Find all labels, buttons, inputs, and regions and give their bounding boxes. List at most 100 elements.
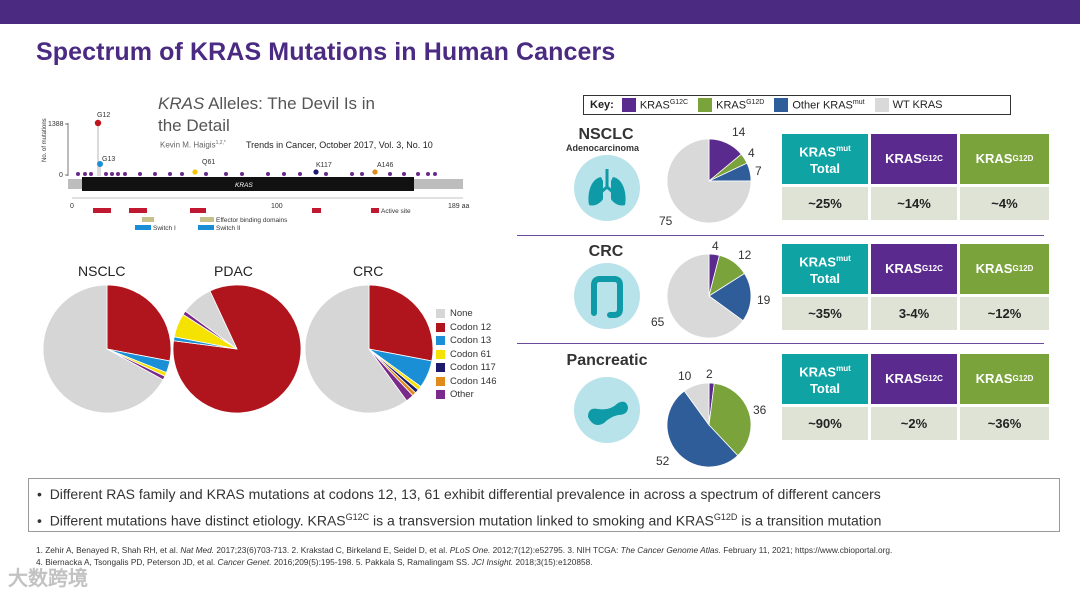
- nsclc-subtitle: Adenocarcinoma: [566, 143, 640, 153]
- nsclc-g12d-value: 4: [748, 146, 755, 160]
- crc-header-g12d: KRAS G12D: [960, 244, 1049, 294]
- left-pie-nsclc: [42, 284, 172, 414]
- references: 1. Zehir A, Benayed R, Shah RH, et al. N…: [36, 545, 1056, 568]
- legend-codon117: Codon 117: [450, 362, 496, 374]
- codon13-swatch: [436, 336, 445, 346]
- codon146-swatch: [436, 376, 445, 386]
- slice-wt: [666, 253, 744, 339]
- lungs-icon: [574, 155, 640, 221]
- slice-other-mut: [666, 390, 739, 468]
- key-g12d: KRASG12D: [716, 98, 765, 112]
- pancreatic-header-g12d: KRAS G12D: [960, 354, 1049, 404]
- legend-codon13: Codon 13: [450, 335, 492, 347]
- colon-icon: [574, 263, 640, 329]
- left-pie-title-pdac: PDAC: [214, 263, 253, 279]
- crc-pie: [666, 253, 752, 339]
- g12c-swatch: [621, 98, 636, 112]
- lollipop-ymax: 1388: [48, 121, 64, 128]
- crc-total-value: ~35%: [782, 297, 868, 330]
- key-legend: Key: KRASG12C KRASG12D Other KRASmut WT …: [583, 95, 1011, 115]
- legend-other: Other: [450, 389, 474, 401]
- a146-label: A146: [377, 162, 393, 169]
- legend-switch-2: Switch II: [216, 225, 241, 232]
- watermark: 大数跨境: [8, 568, 88, 590]
- legend-none: None: [450, 308, 473, 320]
- pancreatic-g12c-percent: ~2%: [871, 407, 957, 440]
- xtick-189: 189 aa: [448, 203, 470, 210]
- slice-wt: [683, 382, 710, 427]
- lollipop-plot: No. of mutations 1388 0 G12 G13 Q61 K117…: [42, 112, 470, 232]
- nsclc-header-g12c: KRAS G12C: [871, 134, 957, 184]
- kras-protein-label: KRAS: [235, 182, 253, 189]
- pancreatic-stat-table: KRASmut Total KRAS G12C KRAS G12D ~90% ~2% …: [782, 354, 1049, 440]
- key-g12c: KRASG12C: [639, 98, 689, 112]
- summary-bullets: • Different RAS family and KRAS mutation…: [28, 478, 1060, 532]
- slice-g12d: [708, 382, 752, 457]
- other-mut-swatch: [774, 98, 789, 112]
- legend-effector: Effector binding domains: [216, 217, 288, 224]
- g12-lollipop: [94, 119, 102, 127]
- legend-codon146: Codon 146: [450, 375, 497, 387]
- codon117-swatch: [436, 363, 445, 373]
- lollipop-ylabel: No. of mutations: [42, 118, 48, 162]
- k117-label: K117: [316, 162, 332, 169]
- left-pie-title-nsclc: NSCLC: [78, 263, 126, 279]
- bullet-2: • Different mutations have distinct etio…: [37, 512, 882, 529]
- pancreatic-header-g12c: KRAS G12C: [871, 354, 957, 404]
- legend-codon12: Codon 12: [450, 321, 492, 333]
- g13-label: G13: [102, 156, 115, 163]
- slice-codon-12: [368, 284, 434, 362]
- none-swatch: [436, 309, 445, 319]
- nsclc-stat-table: KRASmut Total KRAS G12C KRAS G12D ~25% ~14%…: [782, 134, 1049, 220]
- codon12-swatch: [436, 322, 445, 332]
- paper-title: KRAS Alleles: The Devil Is in the Detail: [158, 93, 398, 137]
- pancreatic-total-value: ~90%: [782, 407, 868, 440]
- slice-codon-12: [172, 284, 302, 414]
- q61-label: Q61: [202, 159, 215, 166]
- xtick-100: 100: [271, 203, 283, 210]
- nsclc-pie: [666, 138, 752, 224]
- pancreatic-g12d-percent: ~36%: [960, 407, 1049, 440]
- crc-g12d-value: 12: [738, 248, 752, 262]
- divider-2: [517, 343, 1044, 344]
- legend-switch-1: Switch I: [153, 225, 176, 232]
- slice-none: [304, 284, 408, 414]
- left-pie-pdac: [172, 284, 302, 414]
- pancreatic-header-total: KRASmut Total: [782, 354, 868, 404]
- pancreatic-wt-value: 10: [678, 369, 692, 383]
- pancreatic-g12d-value: 36: [753, 403, 767, 417]
- ref-line-2: 4. Biernacka A, Tsongalis PD, Peterson J…: [36, 556, 593, 567]
- slice-other-mut: [708, 272, 752, 322]
- bullet-1: • Different RAS family and KRAS mutation…: [37, 486, 881, 502]
- g13-lollipop: [97, 161, 103, 167]
- key-wt: WT KRAS: [892, 99, 943, 111]
- nsclc-g12c-percent: ~14%: [871, 187, 957, 220]
- slice-none: [184, 290, 238, 350]
- xtick-0: 0: [70, 203, 74, 210]
- left-pie-legend: None Codon 12 Codon 13 Codon 61 Codon 11…: [436, 307, 496, 402]
- key-other: Other KRASmut: [792, 98, 865, 112]
- crc-other-value: 19: [757, 293, 771, 307]
- key-label: Key:: [590, 99, 614, 111]
- slice-wt: [666, 138, 752, 224]
- codon61-swatch: [436, 349, 445, 359]
- legend-active-site: Active site: [381, 208, 411, 215]
- slice-none: [42, 284, 164, 414]
- paper-author-name: Kevin M. Haigis: [160, 140, 216, 150]
- paper-author: Kevin M. Haigis1,2,*: [160, 140, 226, 150]
- paper-title-italic: KRAS: [158, 94, 205, 113]
- slice-codon-12: [106, 284, 172, 362]
- crc-wt-value: 65: [651, 315, 665, 329]
- crc-stat-table: KRASmut Total KRAS G12C KRAS G12D ~35% 3-4%…: [782, 244, 1049, 330]
- paper-title-rest: Alleles: The Devil Is in the Detail: [158, 94, 376, 135]
- crc-g12c-percent: 3-4%: [871, 297, 957, 330]
- left-pie-title-crc: CRC: [353, 263, 384, 279]
- pancreatic-label: Pancreatic: [566, 352, 648, 369]
- nsclc-other-value: 7: [755, 164, 762, 178]
- crc-g12d-percent: ~12%: [960, 297, 1049, 330]
- pancreatic-other-value: 52: [656, 454, 670, 468]
- nsclc-header-g12d: KRAS G12D: [960, 134, 1049, 184]
- nsclc-g12c-value: 14: [732, 125, 746, 139]
- paper-journal: Trends in Cancer, October 2017, Vol. 3, …: [246, 140, 433, 150]
- g12d-swatch: [698, 98, 713, 112]
